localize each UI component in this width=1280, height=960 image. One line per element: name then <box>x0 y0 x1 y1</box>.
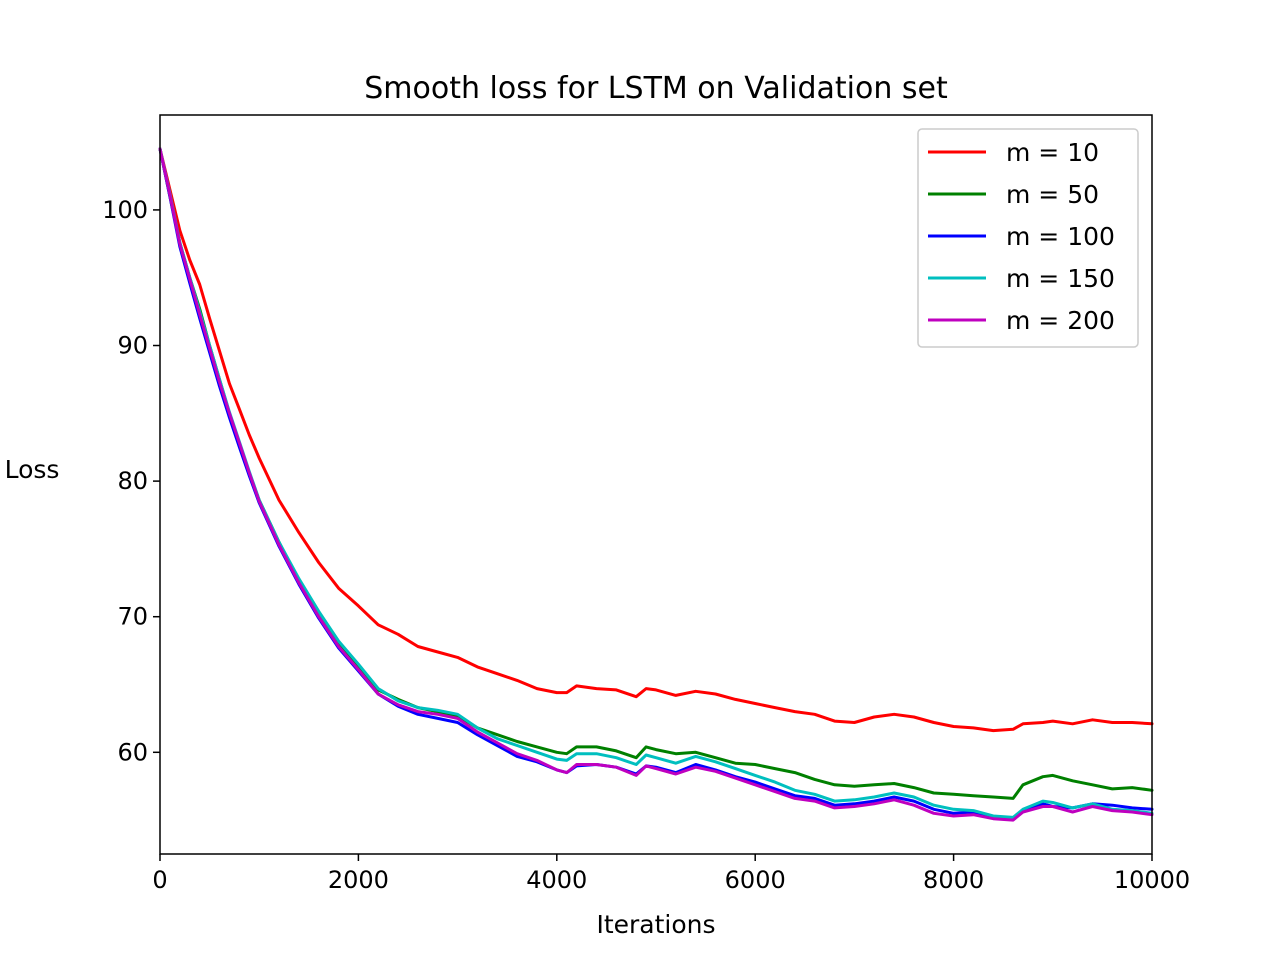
y-tick-label: 70 <box>117 603 148 631</box>
legend: m = 10 m = 50 m = 100 m = 150 m = 200 <box>917 128 1139 348</box>
y-axis: 60 70 80 90 100 <box>102 196 160 766</box>
series-line-5 <box>158 147 1154 822</box>
plot-lines <box>158 147 1154 822</box>
plot-frame <box>159 114 1153 855</box>
legend-entry-2: m = 50 <box>1006 180 1099 209</box>
legend-entry-5: m = 200 <box>1006 306 1115 335</box>
x-tick-label: 10000 <box>1114 866 1190 894</box>
x-tick-label: 6000 <box>725 866 786 894</box>
legend-entry-3: m = 100 <box>1006 222 1115 251</box>
y-tick-label: 60 <box>117 738 148 766</box>
y-tick-label: 100 <box>102 196 148 224</box>
legend-box <box>917 128 1139 348</box>
x-tick-label: 8000 <box>923 866 984 894</box>
series-line-1 <box>158 147 1154 733</box>
y-tick-label: 90 <box>117 332 148 360</box>
x-tick-label: 4000 <box>526 866 587 894</box>
legend-entry-1: m = 10 <box>1006 138 1099 167</box>
x-axis-label: Iterations <box>596 910 715 939</box>
x-tick-label: 0 <box>152 866 167 894</box>
legend-entry-4: m = 150 <box>1006 264 1115 293</box>
x-tick-label: 2000 <box>328 866 389 894</box>
x-axis: 0 2000 4000 6000 8000 10000 <box>152 854 1190 894</box>
chart-title: Smooth loss for LSTM on Validation set <box>364 71 948 106</box>
y-tick-label: 80 <box>117 467 148 495</box>
y-axis-label: Loss <box>5 455 60 484</box>
